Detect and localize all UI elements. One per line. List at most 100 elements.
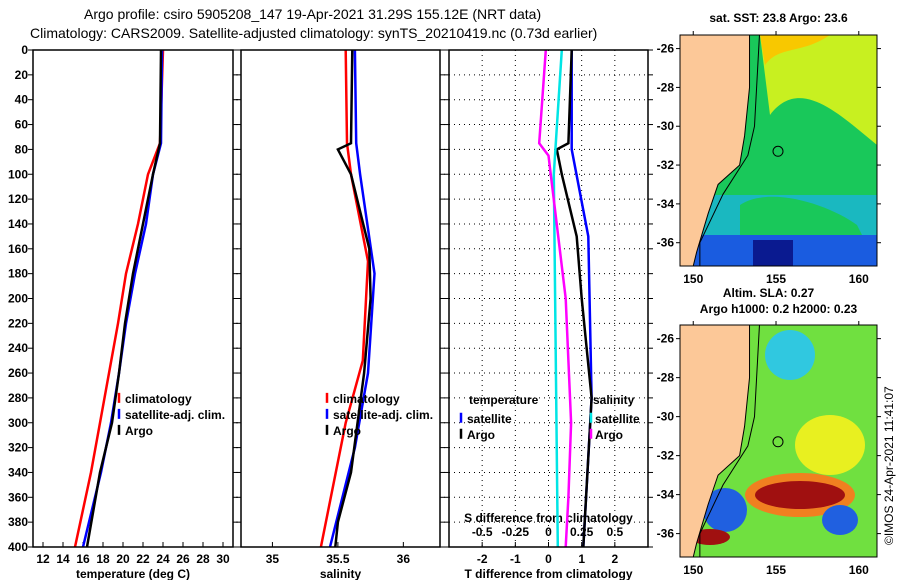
map-frame bbox=[679, 34, 878, 267]
map-field bbox=[680, 325, 877, 557]
panel-sal: 35 35.5 36 salinity climatology satellite-adj… bbox=[236, 49, 445, 580]
x2-tick-label: -0.5 bbox=[472, 525, 493, 539]
sst-warm bbox=[760, 35, 877, 145]
argo-location-marker bbox=[772, 436, 784, 448]
y-tick-label: 300 bbox=[8, 416, 28, 430]
lat-tick-label: -30 bbox=[657, 410, 675, 424]
map-frame bbox=[679, 324, 878, 558]
y-tick-label: 100 bbox=[8, 167, 28, 181]
x-tick-label: 14 bbox=[56, 552, 70, 566]
lat-tick-label: -26 bbox=[657, 42, 675, 56]
x-tick-label: -2 bbox=[477, 552, 488, 566]
legend-label: climatology bbox=[125, 392, 192, 406]
lat-tick-label: -32 bbox=[657, 158, 675, 172]
map-title: sat. SST: 23.8 Argo: 23.6 bbox=[709, 11, 848, 25]
land-australia bbox=[680, 325, 751, 557]
argo-location-marker bbox=[772, 145, 784, 157]
x2-tick-label: -0.25 bbox=[502, 525, 530, 539]
x-axis-label: salinity bbox=[320, 567, 362, 580]
sla-low bbox=[765, 330, 815, 380]
x-tick-label: 16 bbox=[76, 552, 90, 566]
lat-tick-label: -32 bbox=[657, 449, 675, 463]
y-tick-label: 60 bbox=[15, 118, 29, 132]
lat-tick-label: -34 bbox=[657, 197, 675, 211]
x-tick-label: 28 bbox=[196, 552, 210, 566]
legend-title-salinity: salinity bbox=[593, 393, 635, 407]
y-tick-label: 260 bbox=[8, 366, 28, 380]
x-tick-label: 0 bbox=[545, 552, 552, 566]
x-tick-label: 35 bbox=[266, 552, 280, 566]
y-tick-label: 40 bbox=[15, 93, 29, 107]
y-tick-label: 20 bbox=[15, 68, 29, 82]
y-tick-label: 280 bbox=[8, 391, 28, 405]
lon-tick-label: 150 bbox=[683, 563, 703, 577]
lat-tick-label: -36 bbox=[657, 236, 675, 250]
series-line-s-argo bbox=[537, 49, 573, 548]
series-line-climatology bbox=[319, 49, 370, 548]
y-tick-label: 220 bbox=[8, 316, 28, 330]
title-line-2: Climatology: CARS2009. Satellite-adjuste… bbox=[30, 25, 598, 41]
map-field bbox=[680, 35, 877, 266]
y-tick-label: 400 bbox=[8, 540, 28, 554]
x-tick-label: 18 bbox=[96, 552, 110, 566]
legend-label: Argo bbox=[333, 424, 361, 438]
x-tick-label: 1 bbox=[578, 552, 585, 566]
sst-coldest bbox=[753, 240, 793, 266]
lon-tick-label: 155 bbox=[766, 563, 786, 577]
legend-label: Argo bbox=[595, 428, 623, 442]
x-tick-label: 22 bbox=[136, 552, 150, 566]
sst-hot bbox=[760, 35, 830, 65]
lon-tick-label: 150 bbox=[683, 272, 703, 286]
x-tick-label: 24 bbox=[156, 552, 170, 566]
series-line-t-argo bbox=[555, 49, 593, 548]
x-tick-label: 26 bbox=[176, 552, 190, 566]
panel-temp: 0 20 40 60 80 100 120 140 160 180 200 220 240 260 280 3… bbox=[8, 43, 238, 580]
lat-tick-label: -36 bbox=[657, 527, 675, 541]
sla-high bbox=[795, 415, 865, 475]
lon-tick-label: 155 bbox=[766, 272, 786, 286]
lat-tick-label: -28 bbox=[657, 80, 675, 94]
sst-mid bbox=[740, 196, 867, 248]
legend-title-temperature: temperature bbox=[469, 393, 539, 407]
y-tick-label: 140 bbox=[8, 217, 28, 231]
y-tick-label: 340 bbox=[8, 465, 28, 479]
legend-label: Argo bbox=[125, 424, 153, 438]
x-tick-label: -1 bbox=[510, 552, 521, 566]
x-tick-label: 12 bbox=[36, 552, 50, 566]
series-line-argo bbox=[334, 49, 372, 548]
x-tick-label: 36 bbox=[397, 552, 411, 566]
map-title-1: Altim. SLA: 0.27 bbox=[723, 286, 815, 300]
series-line-argo bbox=[85, 49, 163, 548]
y-tick-label: 180 bbox=[8, 267, 28, 281]
map-title-2: Argo h1000: 0.2 h2000: 0.23 bbox=[700, 302, 858, 316]
plot-frame bbox=[32, 49, 234, 548]
x2-tick-label: 0 bbox=[545, 525, 552, 539]
x-tick-label: 20 bbox=[116, 552, 130, 566]
lat-tick-label: -26 bbox=[657, 332, 675, 346]
lon-tick-label: 160 bbox=[849, 272, 869, 286]
y-tick-label: 240 bbox=[8, 341, 28, 355]
y-tick-label: 0 bbox=[21, 43, 28, 57]
copyright-text: ©IMOS 24-Apr-2021 11:41:07 bbox=[882, 386, 896, 545]
lat-tick-label: -34 bbox=[657, 488, 675, 502]
legend-label: satellite bbox=[595, 412, 640, 426]
bathymetry-contour bbox=[699, 35, 760, 266]
panel-diff: -2 -1 0 1 2T difference from climatology -0.5… bbox=[444, 49, 653, 580]
lat-tick-label: -28 bbox=[657, 371, 675, 385]
sla-eddy-cold bbox=[703, 488, 747, 532]
legend-label: climatology bbox=[333, 392, 400, 406]
y-tick-label: 120 bbox=[8, 192, 28, 206]
series-line-climatology bbox=[73, 49, 165, 548]
y-tick-label: 80 bbox=[15, 142, 29, 156]
map-sst: -26 -28 -30 -32 -34 -36 150 155 160 sat. SST: 23.… bbox=[657, 11, 881, 286]
legend-label: satellite-adj. clim. bbox=[333, 408, 433, 422]
series-line-s-satellite bbox=[552, 49, 564, 548]
x-tick-label: 2 bbox=[611, 552, 618, 566]
x-tick-label: 30 bbox=[216, 552, 230, 566]
legend-label: satellite-adj. clim. bbox=[125, 408, 225, 422]
map-sla: -26 -28 -30 -32 -34 -36 150 155 160 Altim. SLA: 0… bbox=[657, 286, 881, 577]
x2-tick-label: 0.25 bbox=[570, 525, 594, 539]
sla-eddy-core bbox=[755, 481, 845, 509]
